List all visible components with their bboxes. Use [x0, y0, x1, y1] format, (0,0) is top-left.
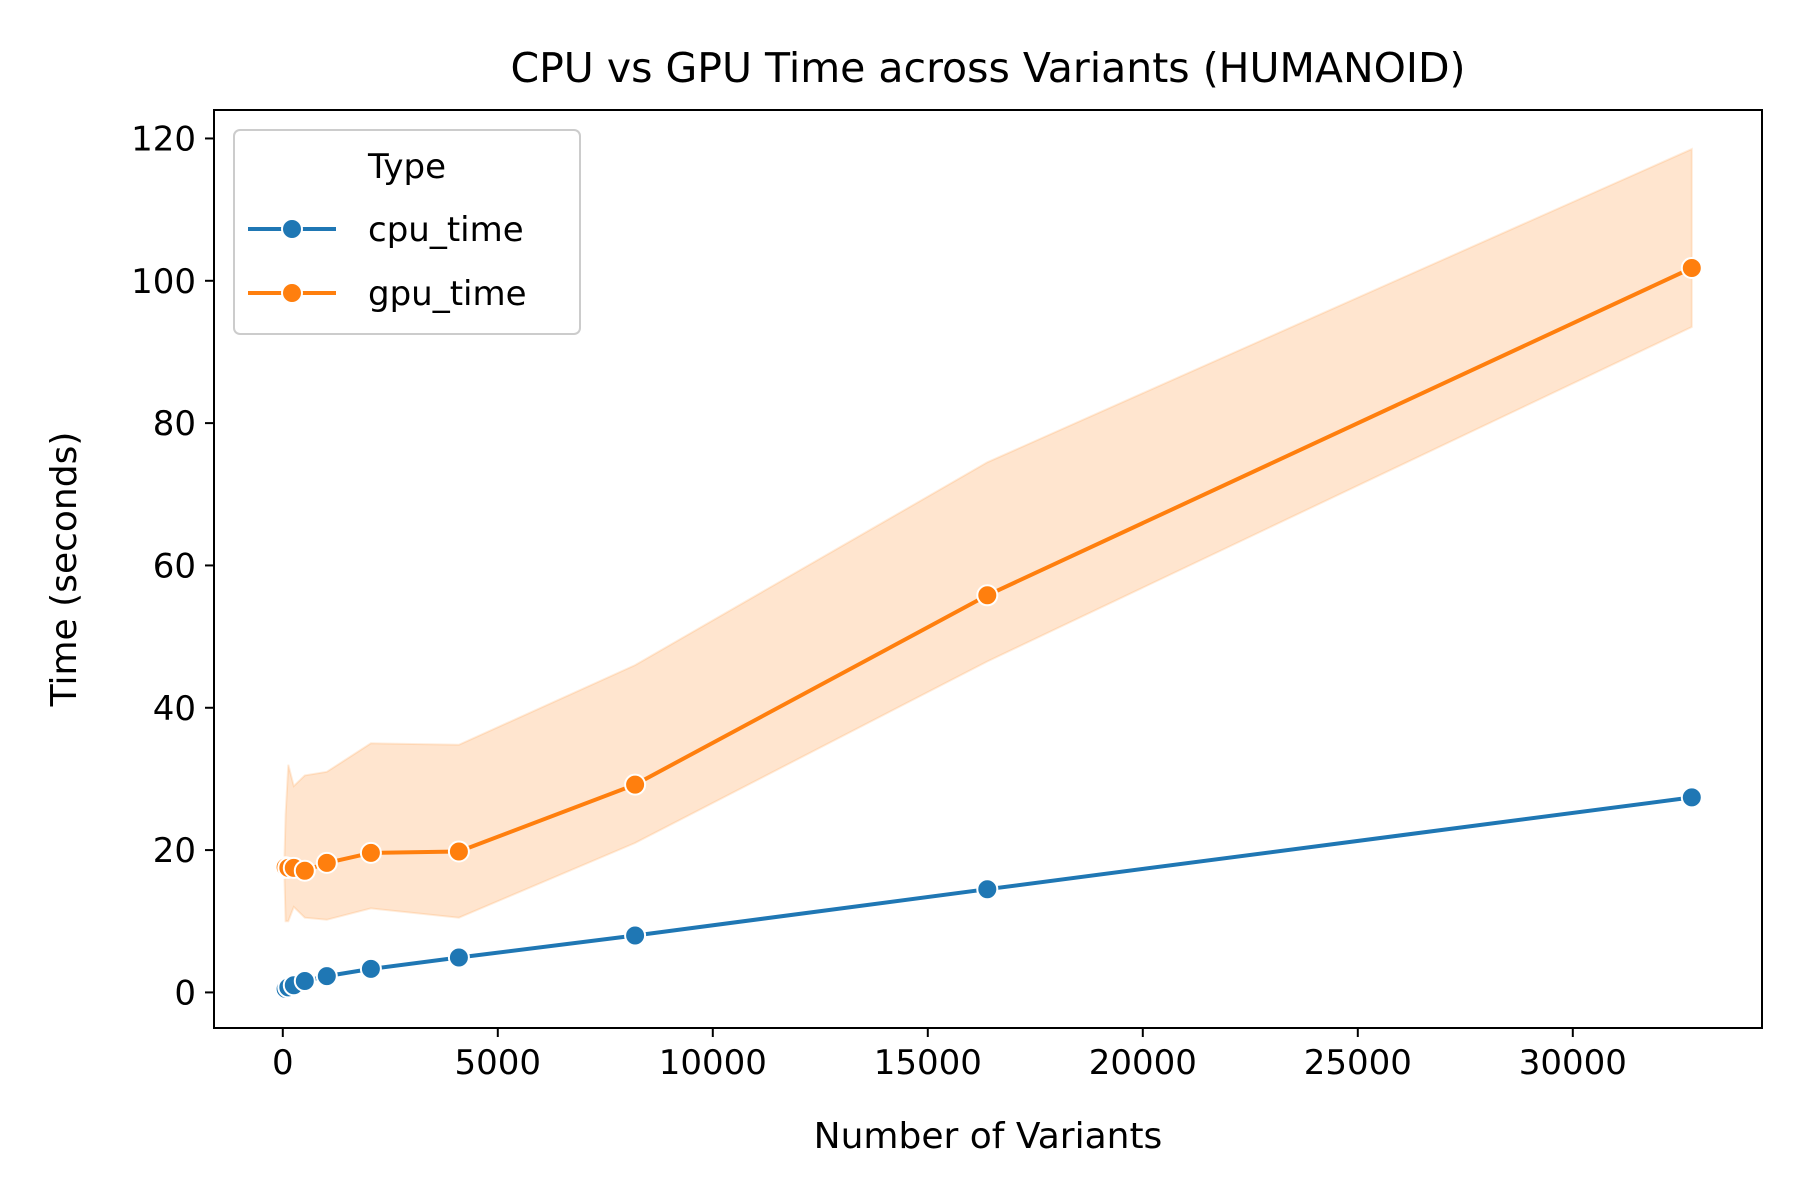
legend-marker-cpu-time [281, 218, 303, 240]
data-point-gpu-time [976, 584, 999, 607]
data-point-gpu-time [359, 841, 382, 864]
data-point-gpu-time [1680, 257, 1703, 279]
data-point-cpu-time [1680, 786, 1703, 809]
data-point-gpu-time [624, 773, 647, 796]
y-tick-label: 80 [153, 404, 196, 444]
x-tick-label: 5000 [455, 1043, 542, 1083]
y-tick-label: 40 [153, 689, 196, 729]
data-point-cpu-time [624, 924, 647, 947]
data-point-gpu-time [293, 859, 316, 882]
legend: Type cpu_time gpu_time [233, 129, 581, 335]
y-tick-label: 0 [174, 973, 196, 1013]
x-tick-label: 0 [272, 1043, 294, 1083]
y-tick-label: 20 [153, 831, 196, 871]
data-point-gpu-time [447, 840, 470, 863]
data-point-gpu-time [315, 851, 338, 874]
y-axis-label: Time (seconds) [44, 432, 85, 708]
legend-marker-gpu-time [281, 282, 303, 304]
x-tick-label: 20000 [1089, 1043, 1197, 1083]
x-axis-label: Number of Variants [814, 1116, 1163, 1157]
y-tick-label: 120 [131, 119, 196, 159]
legend-label-cpu-time: cpu_time [368, 210, 524, 250]
legend-box [233, 129, 581, 335]
x-tick-label: 15000 [874, 1043, 982, 1083]
plot-frame [213, 109, 1763, 1029]
x-axis-ticks: 0 5000 10000 15000 20000 25000 30000 [272, 1028, 1627, 1083]
x-tick-label: 30000 [1519, 1043, 1627, 1083]
y-tick-label: 60 [153, 546, 196, 586]
plot-area [273, 147, 1703, 1001]
legend-title: Type [367, 147, 446, 187]
data-point-cpu-time [976, 878, 999, 901]
data-point-cpu-time [315, 965, 338, 988]
x-tick-label: 25000 [1304, 1043, 1412, 1083]
y-tick-label: 100 [131, 262, 196, 302]
data-point-cpu-time [359, 957, 382, 980]
y-axis-ticks: 0 20 40 60 80 100 120 [131, 119, 214, 1013]
legend-label-gpu-time: gpu_time [368, 274, 527, 314]
chart-title: CPU vs GPU Time across Variants (HUMANOI… [510, 44, 1465, 92]
data-point-cpu-time [447, 946, 470, 969]
x-tick-label: 10000 [659, 1043, 767, 1083]
confidence-band-gpu-time [283, 147, 1693, 923]
data-point-cpu-time [293, 970, 316, 992]
